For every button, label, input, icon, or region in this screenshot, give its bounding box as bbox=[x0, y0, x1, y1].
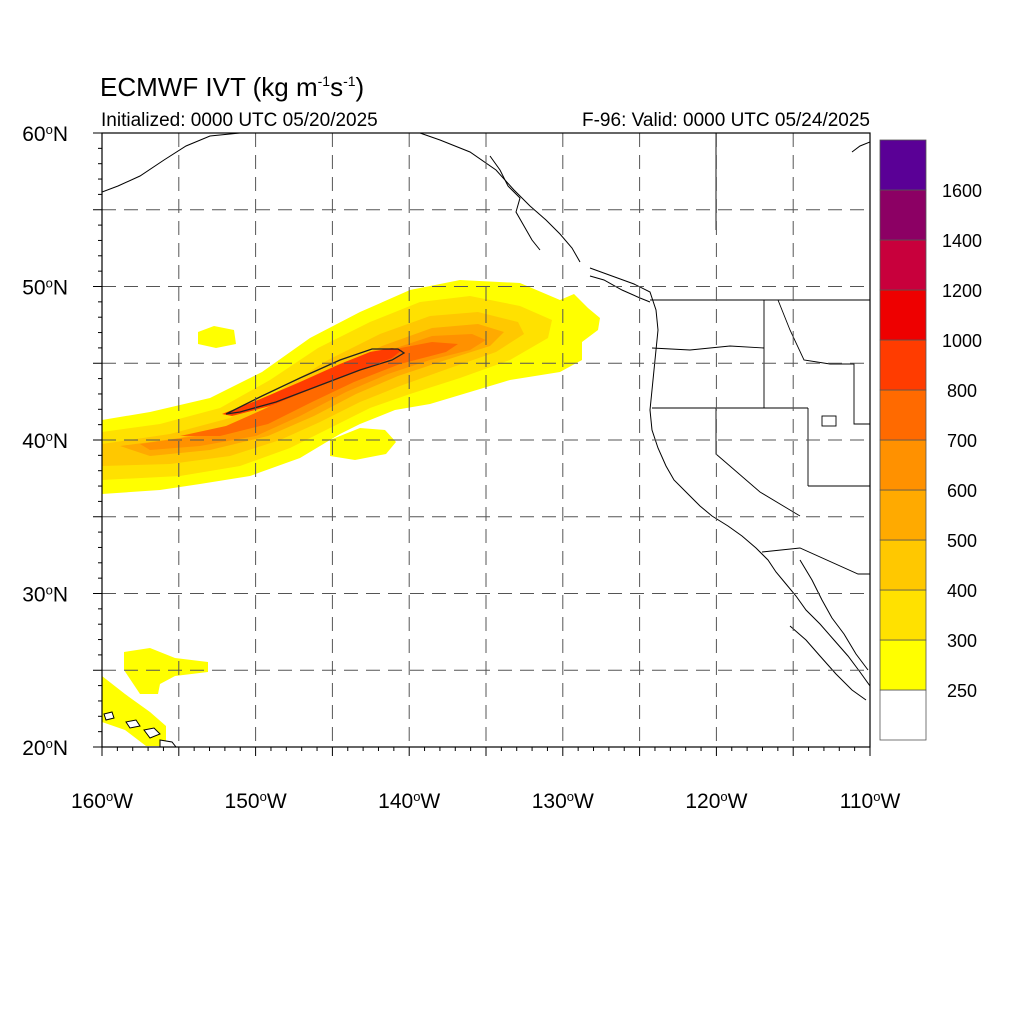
latitude-label: 50oN bbox=[22, 276, 68, 300]
baja-california-coastline bbox=[799, 559, 869, 671]
colorbar-box bbox=[879, 289, 927, 341]
ivt-shading bbox=[102, 280, 600, 746]
border-washington-oregon bbox=[651, 345, 765, 351]
border-montana-idaho bbox=[777, 299, 870, 425]
colorbar-box bbox=[879, 439, 927, 491]
colorbar-label: 500 bbox=[947, 531, 977, 551]
colorbar-box bbox=[879, 539, 927, 591]
colorbar-label: 700 bbox=[947, 431, 977, 451]
colorbar-box bbox=[879, 389, 927, 441]
kauai-island bbox=[103, 711, 115, 721]
bc-islands-coastline bbox=[489, 155, 541, 251]
north-america-west-coastline bbox=[589, 267, 870, 687]
longitude-label: 130oW bbox=[532, 789, 594, 813]
longitude-label: 160oW bbox=[71, 789, 133, 813]
ivt-250-patch bbox=[198, 326, 236, 348]
ivt-250-patch bbox=[124, 648, 208, 694]
plot-area bbox=[102, 133, 870, 747]
colorbar-label: 1600 bbox=[942, 181, 982, 201]
hawaiian-islands bbox=[103, 711, 177, 747]
alaska-panhandle-coastline bbox=[419, 133, 581, 263]
oahu-island bbox=[125, 719, 141, 729]
ivt-1000-contour bbox=[225, 348, 406, 415]
longitude-label: 120oW bbox=[685, 789, 747, 813]
vancouver-island-coastline bbox=[589, 275, 651, 303]
hawaii-big-island bbox=[159, 739, 177, 747]
latitude-label: 30oN bbox=[22, 583, 68, 607]
colorbar-box bbox=[879, 339, 927, 391]
axis-ticks bbox=[93, 132, 871, 756]
political-boundaries bbox=[650, 133, 870, 575]
colorbar-label: 1200 bbox=[942, 281, 982, 301]
longitude-label: 110oW bbox=[840, 789, 901, 813]
colorbar-box bbox=[879, 639, 927, 691]
colorbar-label: 600 bbox=[947, 481, 977, 501]
colorbar-box bbox=[879, 489, 927, 541]
latitude-labels: 60oN 50oN 40oN 30oN 20oN bbox=[22, 122, 68, 760]
colorbar-label: 300 bbox=[947, 631, 977, 651]
colorbar-box bbox=[879, 689, 927, 741]
ivt-700-contour bbox=[180, 342, 458, 436]
longitude-label: 150oW bbox=[225, 789, 287, 813]
latitude-label: 20oN bbox=[22, 736, 68, 760]
alaska-coastline bbox=[102, 133, 241, 193]
great-salt-lake bbox=[821, 415, 837, 427]
title-superscript: -1 bbox=[317, 73, 331, 89]
gulf-coast-mexico bbox=[789, 625, 867, 701]
colorbar-box bbox=[879, 139, 927, 191]
colorbar-label: 800 bbox=[947, 381, 977, 401]
colorbar-box bbox=[879, 589, 927, 641]
colorbar-label: 1000 bbox=[942, 331, 982, 351]
map-title: ECMWF IVT (kg m-1s-1) bbox=[100, 72, 364, 103]
border-us-mexico bbox=[761, 547, 870, 575]
ivt-800-contour bbox=[222, 348, 402, 416]
colorbar-label: 1400 bbox=[942, 231, 982, 251]
hudson-bay-edge bbox=[851, 141, 870, 153]
ivt-250-patch bbox=[330, 428, 396, 460]
valid-time: F-96: Valid: 0000 UTC 05/24/2025 bbox=[582, 110, 870, 131]
title-text-close: ) bbox=[355, 72, 365, 102]
colorbar-label: 400 bbox=[947, 581, 977, 601]
title-text: ECMWF IVT (kg m bbox=[100, 72, 318, 102]
coastlines bbox=[102, 133, 870, 701]
initialized-time: Initialized: 0000 UTC 05/20/2025 bbox=[101, 110, 378, 131]
border-nevada-california bbox=[715, 408, 801, 517]
maui-island bbox=[143, 727, 161, 739]
title-superscript: -1 bbox=[343, 73, 356, 89]
colorbar-label: 250 bbox=[947, 681, 977, 701]
latitude-label: 40oN bbox=[22, 429, 68, 453]
longitude-label: 140oW bbox=[378, 789, 440, 813]
longitude-labels: 160oW 150oW 140oW 130oW 120oW 110oW bbox=[71, 789, 901, 813]
grid-lines bbox=[102, 133, 870, 747]
title-text-unit: s bbox=[330, 72, 344, 102]
colorbar-box bbox=[879, 239, 927, 291]
colorbar-box bbox=[879, 189, 927, 241]
colorbar: 250 300 400 500 600 700 800 1000 1200 1400 1600 bbox=[879, 139, 982, 741]
latitude-label: 60oN bbox=[22, 122, 68, 146]
